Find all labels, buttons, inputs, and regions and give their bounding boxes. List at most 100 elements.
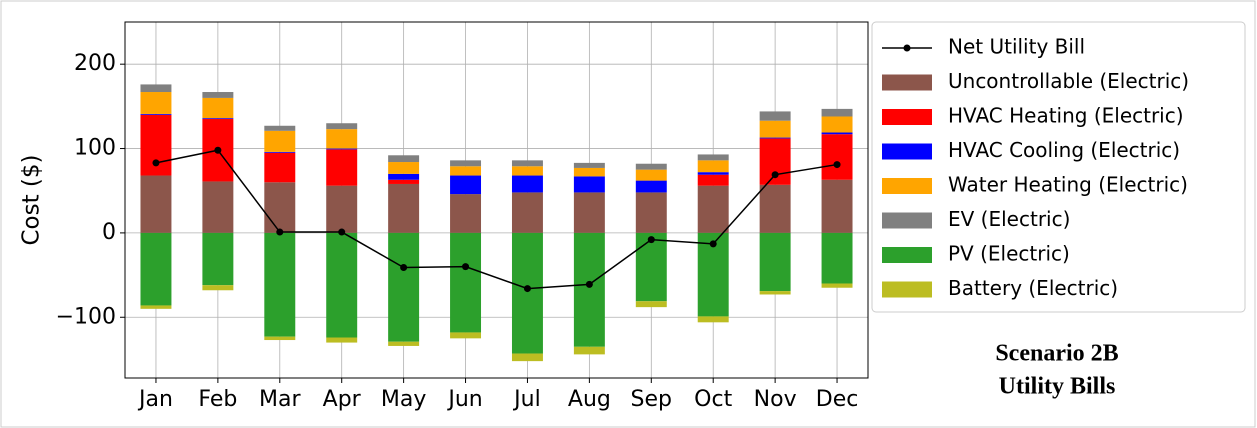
- bar: [202, 232, 234, 286]
- bar: [326, 148, 358, 150]
- bar: [697, 174, 729, 186]
- x-tick-label: Jun: [446, 387, 482, 412]
- bar: [635, 180, 667, 193]
- bar: [821, 132, 853, 135]
- x-tick-label: Mar: [259, 387, 301, 412]
- legend-box: [871, 21, 1246, 313]
- x-tick-label: May: [381, 387, 426, 412]
- legend-swatch: [882, 178, 932, 194]
- bar: [697, 172, 729, 175]
- bar: [821, 116, 853, 133]
- bar: [635, 192, 667, 233]
- bar: [450, 160, 482, 167]
- net-marker: [152, 159, 160, 167]
- legend-swatch: [882, 212, 932, 229]
- plot-frame: [124, 21, 869, 379]
- legend-label: PV (Electric): [948, 242, 1070, 266]
- x-tick-label: Feb: [198, 387, 237, 412]
- bar: [450, 166, 482, 176]
- bar: [264, 336, 296, 341]
- bar: [202, 97, 234, 119]
- net-marker: [585, 280, 593, 288]
- bar: [264, 152, 296, 183]
- bar: [635, 301, 667, 308]
- bar: [388, 155, 420, 163]
- net-marker: [462, 263, 470, 271]
- legend-label: HVAC Heating (Electric): [948, 104, 1184, 128]
- bar: [697, 160, 729, 173]
- bar: [388, 341, 420, 346]
- chart-title: Utility Bills: [999, 374, 1116, 400]
- bar: [140, 113, 172, 115]
- bar: [821, 108, 853, 117]
- bar: [326, 149, 358, 186]
- bar: [264, 151, 296, 153]
- bar: [511, 160, 543, 167]
- bar: [821, 283, 853, 288]
- bar: [202, 92, 234, 98]
- net-marker: [771, 171, 779, 179]
- bar: [697, 185, 729, 233]
- bar: [450, 175, 482, 195]
- bar: [573, 192, 605, 233]
- y-tick-label: 200: [74, 51, 116, 76]
- bar: [697, 154, 729, 161]
- bar: [326, 337, 358, 343]
- net-marker: [833, 161, 841, 169]
- legend-label: Uncontrollable (Electric): [948, 69, 1189, 93]
- legend-swatch: [882, 143, 932, 160]
- legend-swatch: [882, 281, 932, 298]
- bar: [140, 114, 172, 176]
- legend-label: Water Heating (Electric): [948, 173, 1188, 197]
- bar: [759, 232, 791, 292]
- net-marker: [400, 263, 408, 271]
- bar: [388, 162, 420, 174]
- y-tick-label: −100: [56, 304, 116, 329]
- legend-swatch: [882, 74, 932, 91]
- net-marker: [523, 285, 531, 293]
- bar: [573, 346, 605, 355]
- x-tick-label: Jan: [137, 387, 173, 412]
- bar: [388, 179, 420, 184]
- x-tick-label: Dec: [816, 387, 859, 412]
- y-tick-label: 0: [102, 220, 116, 245]
- bar: [264, 232, 296, 337]
- bar: [759, 120, 791, 138]
- bar: [511, 166, 543, 176]
- bar: [326, 232, 358, 338]
- bar: [573, 167, 605, 177]
- bar: [264, 130, 296, 152]
- legend-swatch: [882, 247, 932, 263]
- x-tick-label: Jul: [512, 387, 541, 412]
- bar: [450, 332, 482, 339]
- bar: [140, 232, 172, 306]
- bar: [388, 173, 420, 180]
- net-marker: [709, 240, 717, 248]
- y-tick-label: 100: [74, 136, 116, 161]
- legend-label: EV (Electric): [948, 207, 1070, 231]
- bar: [759, 111, 791, 121]
- bar: [759, 137, 791, 139]
- bar: [511, 232, 543, 354]
- bar: [140, 84, 172, 93]
- bar: [697, 316, 729, 323]
- bar: [326, 185, 358, 233]
- bar: [264, 125, 296, 131]
- bar: [573, 232, 605, 347]
- bar: [573, 162, 605, 168]
- x-tick-label: Aug: [568, 387, 611, 412]
- net-marker: [276, 228, 284, 236]
- bar: [635, 169, 667, 181]
- legend-label: HVAC Cooling (Electric): [948, 138, 1180, 162]
- legend-label: Battery (Electric): [948, 276, 1118, 300]
- bar: [140, 92, 172, 114]
- bar: [202, 181, 234, 233]
- bar: [326, 129, 358, 149]
- bar: [635, 163, 667, 170]
- bar: [759, 184, 791, 233]
- net-line: [155, 149, 838, 290]
- bar: [821, 232, 853, 284]
- bar: [450, 232, 482, 333]
